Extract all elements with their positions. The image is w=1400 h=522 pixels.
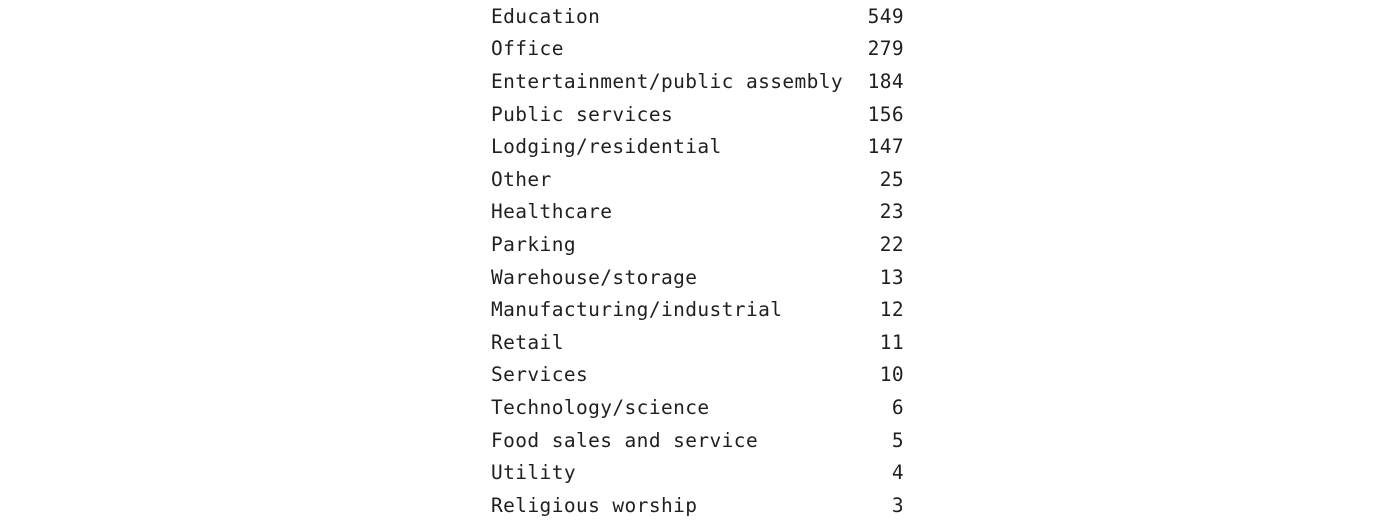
- table-row: Other 25: [491, 163, 904, 196]
- table-row: Office 279: [491, 33, 904, 66]
- category-label: Office: [491, 37, 564, 61]
- count-value: 3: [891, 493, 904, 517]
- table-row: Lodging/residential 147: [491, 130, 904, 163]
- count-value: 147: [867, 135, 904, 159]
- category-label: Technology/science: [491, 395, 710, 419]
- category-label: Religious worship: [491, 493, 698, 517]
- category-label: Parking: [491, 232, 576, 256]
- table-row: Utility 4: [491, 456, 904, 489]
- table-row: Education 549: [491, 0, 904, 33]
- table-row: Healthcare 23: [491, 196, 904, 229]
- category-label: Utility: [491, 461, 576, 485]
- value-counts-output: Education 549 Office 279 Entertainment/p…: [491, 0, 904, 522]
- category-label: Manufacturing/industrial: [491, 298, 783, 322]
- category-label: Other: [491, 167, 552, 191]
- count-value: 13: [879, 265, 904, 289]
- category-label: Food sales and service: [491, 428, 759, 452]
- table-row: Public services 156: [491, 98, 904, 131]
- count-value: 549: [867, 4, 904, 28]
- count-value: 279: [867, 37, 904, 61]
- category-label: Healthcare: [491, 200, 613, 224]
- count-value: 23: [879, 200, 904, 224]
- count-value: 184: [867, 69, 904, 93]
- category-label: Retail: [491, 330, 564, 354]
- count-value: 11: [879, 330, 904, 354]
- table-row: Technology/science 6: [491, 391, 904, 424]
- table-row: Warehouse/storage 13: [491, 261, 904, 294]
- table-row: Parking 22: [491, 228, 904, 261]
- category-label: Services: [491, 363, 589, 387]
- count-value: 12: [879, 298, 904, 322]
- table-row: Retail 11: [491, 326, 904, 359]
- count-value: 25: [879, 167, 904, 191]
- category-label: Public services: [491, 102, 674, 126]
- table-row: Manufacturing/industrial 12: [491, 293, 904, 326]
- table-row: Religious worship 3: [491, 489, 904, 522]
- table-row: Food sales and service 5: [491, 424, 904, 457]
- category-label: Entertainment/public assembly: [491, 69, 844, 93]
- count-value: 22: [879, 232, 904, 256]
- count-value: 5: [891, 428, 904, 452]
- table-row: Entertainment/public assembly 184: [491, 65, 904, 98]
- category-label: Lodging/residential: [491, 135, 722, 159]
- category-label: Education: [491, 4, 601, 28]
- count-value: 6: [891, 395, 904, 419]
- category-label: Warehouse/storage: [491, 265, 698, 289]
- count-value: 4: [891, 461, 904, 485]
- table-row: Services 10: [491, 359, 904, 392]
- count-value: 10: [879, 363, 904, 387]
- count-value: 156: [867, 102, 904, 126]
